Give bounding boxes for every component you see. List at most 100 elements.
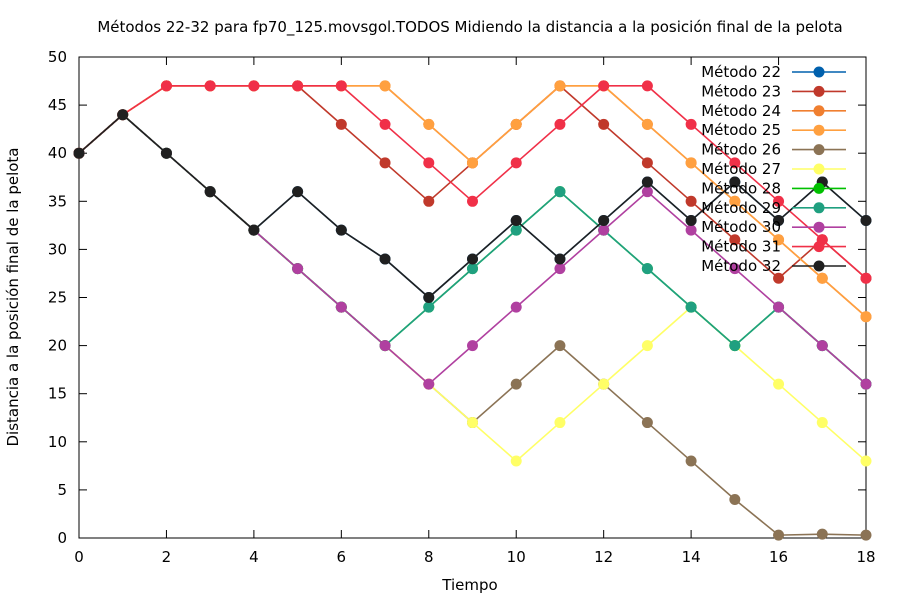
data-point	[729, 157, 741, 169]
data-point	[685, 455, 697, 467]
data-point	[467, 417, 478, 429]
data-point	[860, 455, 872, 467]
data-point	[598, 224, 610, 236]
data-point	[510, 301, 522, 313]
data-point	[554, 118, 566, 130]
data-point	[510, 455, 522, 467]
data-point	[729, 195, 741, 207]
data-point	[467, 340, 478, 352]
data-point	[554, 340, 566, 352]
x-tick-label: 4	[249, 548, 259, 566]
data-point	[773, 215, 785, 227]
data-point	[204, 80, 216, 92]
y-tick-label: 45	[48, 96, 67, 114]
data-point	[685, 118, 697, 130]
data-point	[510, 157, 522, 169]
data-point	[860, 311, 872, 323]
data-point	[598, 118, 610, 130]
data-point	[641, 263, 653, 275]
x-tick-label: 14	[682, 548, 701, 566]
legend-label: Método 26	[701, 141, 781, 159]
data-point	[860, 272, 872, 284]
data-point	[816, 417, 828, 429]
legend-label: Método 23	[701, 82, 781, 100]
data-point	[685, 301, 697, 313]
data-point	[729, 234, 741, 246]
data-point	[379, 80, 391, 92]
data-point	[729, 263, 741, 275]
legend-swatch-point	[813, 182, 825, 194]
data-point	[860, 378, 872, 390]
data-point	[554, 417, 566, 429]
data-point	[248, 80, 260, 92]
x-tick-label: 16	[769, 548, 788, 566]
data-point	[379, 253, 391, 265]
data-point	[554, 253, 566, 265]
data-point	[685, 224, 697, 236]
data-point	[379, 340, 391, 352]
x-tick-label: 10	[507, 548, 526, 566]
data-point	[641, 340, 653, 352]
data-point	[204, 186, 216, 198]
data-point	[335, 301, 347, 313]
data-point	[160, 80, 172, 92]
data-point	[641, 417, 653, 429]
legend-label: Método 22	[701, 63, 781, 81]
x-tick-label: 2	[162, 548, 172, 566]
data-point	[816, 272, 828, 284]
legend-swatch-point	[813, 144, 825, 156]
data-point	[641, 186, 653, 198]
x-tick-label: 18	[856, 548, 875, 566]
data-point	[467, 263, 478, 275]
y-tick-label: 30	[48, 240, 67, 258]
data-point	[335, 118, 347, 130]
data-point	[773, 234, 785, 246]
legend-swatch-point	[813, 241, 825, 253]
data-point	[292, 80, 304, 92]
data-point	[117, 109, 129, 121]
data-point	[467, 157, 478, 169]
data-point	[423, 301, 435, 313]
y-tick-label: 35	[48, 192, 67, 210]
x-tick-label: 8	[424, 548, 434, 566]
legend-label: Método 28	[701, 179, 781, 197]
legend-label: Método 27	[701, 160, 781, 178]
data-point	[598, 378, 610, 390]
data-point	[641, 176, 653, 188]
legend-label: Método 32	[701, 257, 781, 275]
data-point	[510, 224, 522, 236]
data-point	[510, 215, 522, 227]
data-point	[641, 157, 653, 169]
x-axis: 0 2 4 6 8 10 12 14 16 18	[74, 57, 876, 566]
y-tick-label: 0	[57, 529, 67, 547]
data-point	[773, 529, 785, 541]
data-point	[554, 263, 566, 275]
data-point	[773, 195, 785, 207]
data-point	[467, 195, 478, 207]
data-point	[510, 118, 522, 130]
x-tick-label: 12	[594, 548, 613, 566]
data-point	[554, 80, 566, 92]
y-axis: 0 5 10 15 20 25 30 35 40 45 50	[48, 48, 866, 547]
data-point	[598, 215, 610, 227]
legend-swatch-point	[813, 260, 825, 272]
y-axis-label: Distancia a la posición final de la pelo…	[4, 147, 22, 446]
data-point	[685, 157, 697, 169]
data-point	[510, 378, 522, 390]
data-point	[423, 378, 435, 390]
data-point	[598, 80, 610, 92]
legend-swatch-point	[813, 202, 825, 214]
data-point	[467, 253, 478, 265]
legend-label: Método 24	[701, 102, 781, 120]
data-point	[379, 157, 391, 169]
series-32	[73, 109, 872, 303]
legend-label: Método 30	[701, 218, 781, 236]
legend-label: Método 25	[701, 121, 781, 139]
legend-swatch-point	[813, 221, 825, 233]
y-tick-label: 50	[48, 48, 67, 66]
legend-swatch-point	[813, 124, 825, 136]
data-point	[685, 215, 697, 227]
